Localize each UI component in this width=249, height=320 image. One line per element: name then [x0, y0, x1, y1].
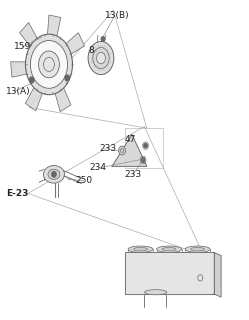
Text: 250: 250 — [75, 176, 92, 185]
Text: 233: 233 — [124, 170, 142, 179]
Ellipse shape — [157, 246, 182, 252]
Ellipse shape — [185, 246, 210, 252]
Circle shape — [119, 146, 125, 155]
Circle shape — [25, 34, 72, 95]
Ellipse shape — [162, 247, 176, 251]
Text: 13(A): 13(A) — [6, 87, 30, 96]
Polygon shape — [112, 134, 147, 166]
Ellipse shape — [128, 246, 153, 252]
Text: E-23: E-23 — [6, 189, 28, 198]
Ellipse shape — [48, 169, 60, 180]
Text: 233: 233 — [100, 144, 117, 153]
Circle shape — [93, 48, 109, 68]
Text: 8: 8 — [89, 45, 94, 55]
Ellipse shape — [43, 165, 64, 183]
Text: 47: 47 — [124, 135, 136, 144]
Polygon shape — [20, 22, 41, 53]
Circle shape — [65, 75, 69, 81]
Polygon shape — [214, 252, 221, 297]
Circle shape — [39, 51, 59, 78]
Ellipse shape — [191, 247, 204, 251]
Circle shape — [101, 37, 105, 41]
Circle shape — [52, 171, 57, 178]
Polygon shape — [11, 62, 34, 77]
Ellipse shape — [145, 290, 167, 295]
Text: 159: 159 — [14, 42, 32, 52]
Circle shape — [88, 42, 114, 75]
Text: 234: 234 — [90, 164, 107, 172]
Polygon shape — [47, 15, 61, 45]
Circle shape — [141, 158, 145, 162]
Circle shape — [30, 77, 34, 83]
Circle shape — [97, 52, 105, 64]
Text: 13(B): 13(B) — [105, 11, 129, 20]
Ellipse shape — [134, 247, 147, 251]
Polygon shape — [124, 252, 214, 294]
Circle shape — [144, 143, 147, 148]
Polygon shape — [25, 80, 46, 111]
Polygon shape — [60, 33, 85, 58]
Circle shape — [30, 41, 67, 88]
Polygon shape — [53, 80, 71, 112]
